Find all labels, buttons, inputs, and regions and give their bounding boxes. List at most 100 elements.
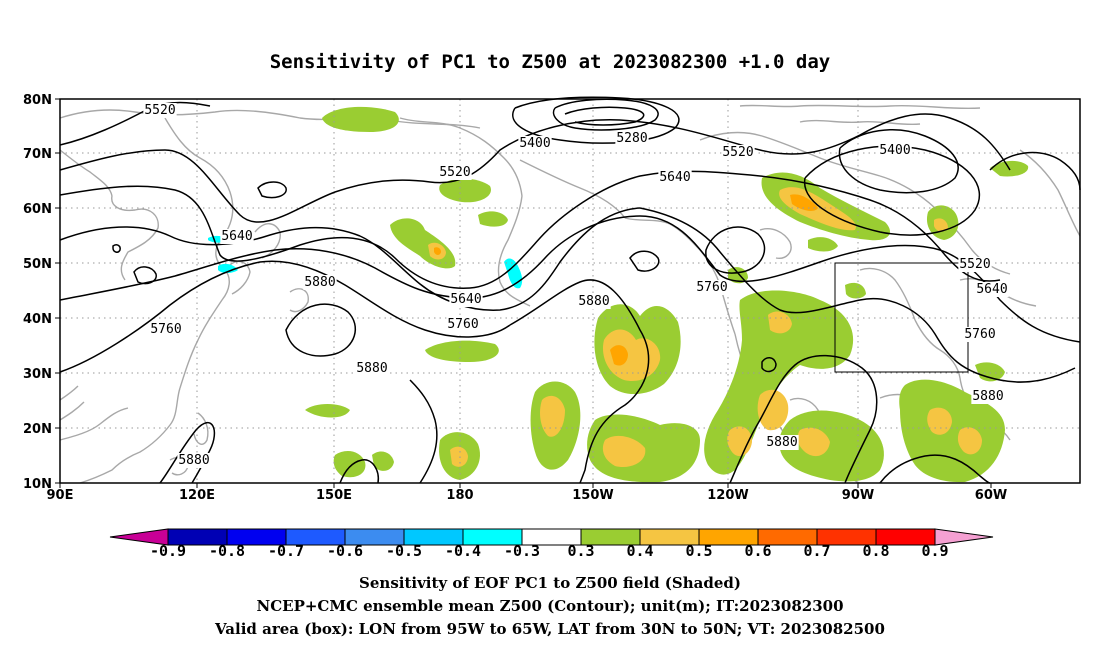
colorbar-label: -0.8 (209, 542, 245, 560)
contour-label: 5880 (972, 389, 1003, 404)
colorbar-label: -0.6 (327, 542, 363, 560)
contour-label-bg (438, 165, 472, 180)
contour-label-bg (963, 327, 997, 342)
sensitivity-patch (934, 218, 948, 232)
sensitivity-patch (845, 282, 866, 299)
sensitivity-patch (504, 258, 523, 289)
contour-label: 5640 (659, 170, 690, 185)
contour-label: 5880 (178, 453, 209, 468)
contour-label: 5520 (144, 103, 175, 118)
contour-label-bg (355, 361, 389, 376)
colorbar-label: -0.9 (150, 542, 186, 560)
contour-label-bg (615, 131, 649, 146)
contour-labels: 5520 5400 5280 5520 5520 5400 5640 5640 5880 5640… (143, 103, 1009, 468)
contour-label: 5520 (722, 145, 753, 160)
caption-line-3: Valid area (box): LON from 95W to 65W, L… (214, 620, 885, 638)
sensitivity-patch (757, 389, 789, 431)
sensitivity-patch (333, 450, 366, 478)
sensitivity-patch (478, 211, 508, 227)
lat-tick-label: 30N (23, 367, 52, 382)
contour-label: 5520 (959, 257, 990, 272)
contour-label-bg (878, 143, 912, 158)
sensitivity-patch (808, 237, 838, 252)
contour-label: 5760 (447, 317, 478, 332)
contour-label: 5400 (879, 143, 910, 158)
sensitivity-patch (768, 311, 792, 334)
colorbar-label: -0.7 (268, 542, 304, 560)
contour-label-bg (721, 145, 755, 160)
contour-label: 5880 (578, 294, 609, 309)
contour-label-bg (303, 275, 337, 290)
contour-label-bg (177, 453, 211, 468)
contour-label-bg (958, 257, 992, 272)
contour-label-bg (149, 322, 183, 337)
contour-label: 5760 (150, 322, 181, 337)
sensitivity-patch (425, 340, 499, 362)
lon-tick-label: 120W (707, 488, 748, 503)
lat-tick-label: 10N (23, 477, 52, 492)
map-frame (59, 98, 1081, 484)
contour-label-bg (220, 229, 254, 244)
sensitivity-patch (372, 451, 394, 471)
colorbar-label: 0.3 (567, 542, 594, 560)
z500-contours (59, 96, 1081, 484)
colorbar-label: 0.5 (685, 542, 712, 560)
contour-label: 5880 (304, 275, 335, 290)
colorbar-label: -0.4 (445, 542, 481, 560)
lat-tick-label: 80N (23, 93, 52, 108)
contour-label: 5760 (696, 280, 727, 295)
contour-label: 5640 (221, 229, 252, 244)
contour-label: 5640 (976, 282, 1007, 297)
lon-tick-label: 60W (975, 488, 1007, 503)
lat-tick-label: 70N (23, 147, 52, 162)
contour-label-bg (695, 280, 729, 295)
sensitivity-patch (305, 404, 350, 418)
sensitivity-patch (450, 446, 468, 467)
sensitivity-patch (439, 178, 491, 203)
colorbar-high-triangle (934, 528, 994, 546)
caption-line-1: Sensitivity of EOF PC1 to Z500 field (Sh… (359, 574, 741, 592)
contour-label: 5640 (450, 292, 481, 307)
lon-tick-label: 90W (842, 488, 874, 503)
sensitivity-shading (208, 106, 1029, 483)
sensitivity-patch (957, 427, 982, 455)
contour-label-bg (449, 292, 483, 307)
contour-label-bg (518, 136, 552, 151)
sensitivity-patch (975, 362, 1005, 382)
colorbar-label: -0.5 (386, 542, 422, 560)
contour-label-bg (971, 389, 1005, 404)
lon-tick-label: 150E (316, 488, 352, 503)
lat-tick-label: 60N (23, 202, 52, 217)
caption-line-2: NCEP+CMC ensemble mean Z500 (Contour); u… (257, 597, 844, 615)
contour-label: 5280 (616, 131, 647, 146)
colorbar-label: 0.4 (626, 542, 653, 560)
lon-tick-label: 180 (446, 488, 473, 503)
colorbar-label: 0.6 (744, 542, 771, 560)
lat-tick-label: 50N (23, 257, 52, 272)
colorbar-label: 0.8 (862, 542, 889, 560)
sensitivity-patch (790, 194, 818, 211)
contour-label-bg (658, 170, 692, 185)
contour-label: 5880 (766, 435, 797, 450)
sensitivity-patch (322, 106, 399, 132)
lon-tick-label: 120E (179, 488, 215, 503)
valid-area-box (834, 262, 969, 373)
contour-label-bg (143, 103, 177, 118)
contour-label-bg (577, 294, 611, 309)
colorbar-label: -0.3 (504, 542, 540, 560)
sensitivity-patch (218, 263, 238, 273)
sensitivity-patch (540, 395, 565, 437)
colorbar-label: 0.9 (921, 542, 948, 560)
contour-label-bg (446, 317, 480, 332)
contour-label: 5880 (356, 361, 387, 376)
colorbar-label: 0.7 (803, 542, 830, 560)
contour-label-bg (975, 282, 1009, 297)
axis-ticks: 90E 120E 150E 180 150W 120W 90W 60W 10N 20N 30N 40N… (23, 93, 1007, 503)
lon-tick-label: 150W (572, 488, 613, 503)
graticule-grid (60, 99, 1080, 483)
contour-label: 5520 (439, 165, 470, 180)
lat-tick-label: 40N (23, 312, 52, 327)
map-title: Sensitivity of PC1 to Z500 at 2023082300… (270, 51, 831, 73)
lon-tick-label: 90E (47, 488, 74, 503)
